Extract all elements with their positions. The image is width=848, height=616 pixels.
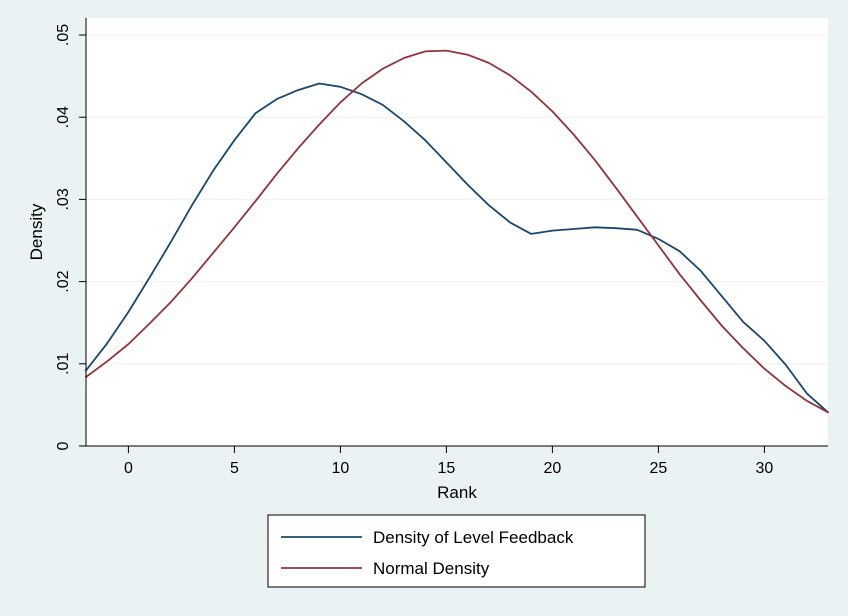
x-tick-label: 5	[230, 460, 239, 477]
x-axis-label: Rank	[437, 483, 477, 502]
y-tick-label: .02	[55, 270, 72, 292]
series-line-level-feedback	[85, 82, 829, 414]
y-tick-label: .04	[55, 106, 72, 128]
x-tick-label: 20	[544, 460, 562, 477]
x-tick-label: 10	[332, 460, 350, 477]
x-tick-label: 30	[756, 460, 774, 477]
x-tick-label: 25	[650, 460, 668, 477]
x-tick-label: 0	[124, 460, 133, 477]
x-axis-ticks: 0 5 10 15 20 25 30	[124, 446, 773, 477]
y-axis-label: Density	[27, 203, 46, 260]
legend-label-density: Density of Level Feedback	[373, 528, 574, 547]
plot-area	[86, 18, 828, 446]
y-tick-label: .03	[55, 188, 72, 210]
y-tick-label: .05	[55, 24, 72, 46]
y-axis-ticks: 0 .01 .02 .03 .04 .05	[55, 24, 86, 450]
series-lines	[85, 49, 829, 414]
x-tick-label: 15	[438, 460, 456, 477]
y-tick-label: 0	[55, 441, 72, 450]
legend-box	[267, 514, 646, 588]
grid-lines	[86, 34, 828, 365]
y-tick-label: .01	[55, 353, 72, 375]
legend-label-normal: Normal Density	[373, 559, 490, 578]
legend: Density of Level Feedback Normal Density	[267, 514, 646, 588]
series-line-normal-density	[85, 49, 829, 414]
